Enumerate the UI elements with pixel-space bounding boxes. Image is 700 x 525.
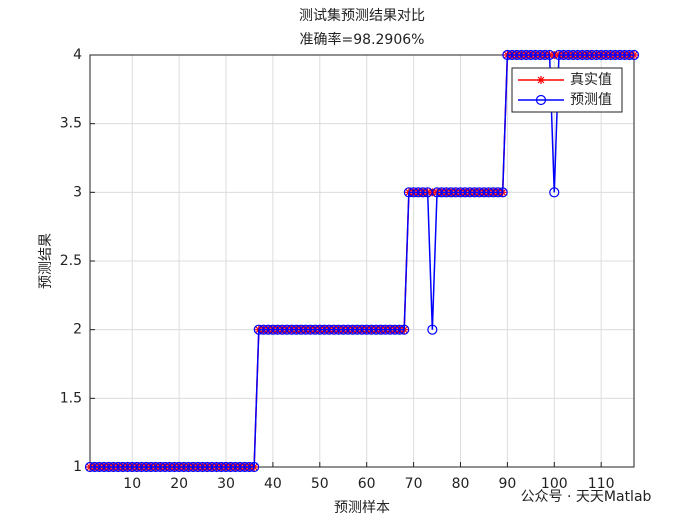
marker-circle: [624, 49, 635, 61]
x-tick-label: 70: [405, 476, 423, 492]
marker-circle: [628, 49, 640, 61]
marker-circle: [244, 461, 255, 473]
marker-star: [537, 76, 545, 84]
x-tick-label: 50: [311, 476, 329, 492]
x-tick-label: 40: [264, 476, 282, 492]
y-tick-label: 2.5: [60, 253, 82, 269]
marker-circle: [417, 187, 429, 198]
y-tick-label: 1: [73, 459, 82, 475]
x-tick-label: 80: [452, 476, 470, 492]
legend-label: 预测值: [570, 92, 612, 108]
marker-circle: [399, 324, 410, 335]
x-tick-label: 90: [498, 476, 516, 492]
marker-circle: [427, 324, 438, 335]
y-tick-label: 1.5: [60, 390, 82, 406]
marker-circle: [535, 94, 547, 106]
marker-circle: [539, 49, 550, 61]
y-tick-label: 3: [73, 184, 82, 200]
marker-circle: [394, 324, 405, 335]
marker-circle: [497, 187, 508, 198]
y-tick-label: 3.5: [60, 116, 82, 132]
x-tick-label: 60: [358, 476, 376, 492]
chart-title: 测试集预测结果对比: [299, 7, 425, 24]
x-tick-label: 30: [217, 476, 235, 492]
y-tick-label: 4: [73, 47, 82, 63]
marker-circle: [549, 187, 560, 198]
y-tick-label: 2: [73, 322, 82, 338]
watermark: 公众号 · 天天Matlab: [521, 489, 652, 505]
marker-circle: [492, 187, 504, 198]
x-tick-label: 110: [588, 476, 615, 492]
x-axis-label: 预测样本: [334, 500, 390, 516]
y-axis-label: 预测结果: [38, 233, 54, 289]
chart-subtitle: 准确率=98.2906%: [300, 31, 425, 48]
x-tick-label: 20: [170, 476, 188, 492]
plot-frame: [89, 54, 635, 468]
x-tick-label: 100: [541, 476, 568, 492]
x-tick-label: 10: [123, 476, 141, 492]
legend-box: [511, 67, 623, 113]
legend-label: 真实值: [570, 72, 612, 88]
marker-circle: [249, 461, 260, 473]
